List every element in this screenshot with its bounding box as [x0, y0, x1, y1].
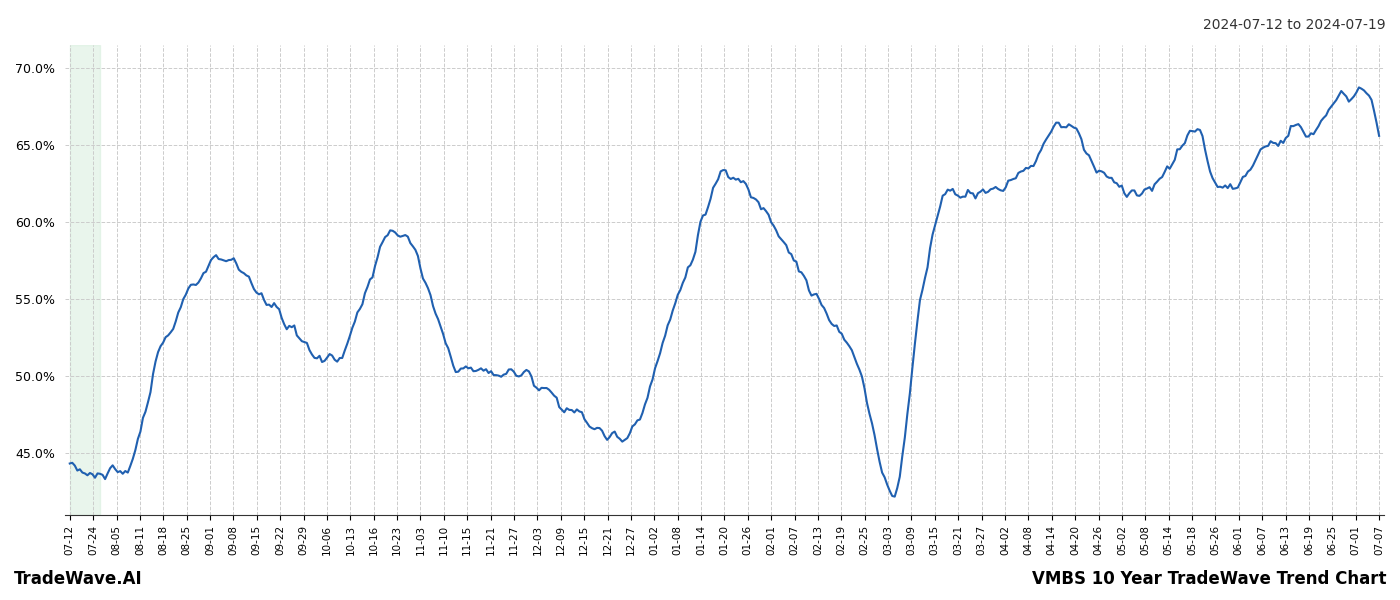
- Bar: [70, 45, 99, 515]
- Text: TradeWave.AI: TradeWave.AI: [14, 570, 143, 588]
- Text: 2024-07-12 to 2024-07-19: 2024-07-12 to 2024-07-19: [1204, 18, 1386, 32]
- Text: VMBS 10 Year TradeWave Trend Chart: VMBS 10 Year TradeWave Trend Chart: [1032, 570, 1386, 588]
